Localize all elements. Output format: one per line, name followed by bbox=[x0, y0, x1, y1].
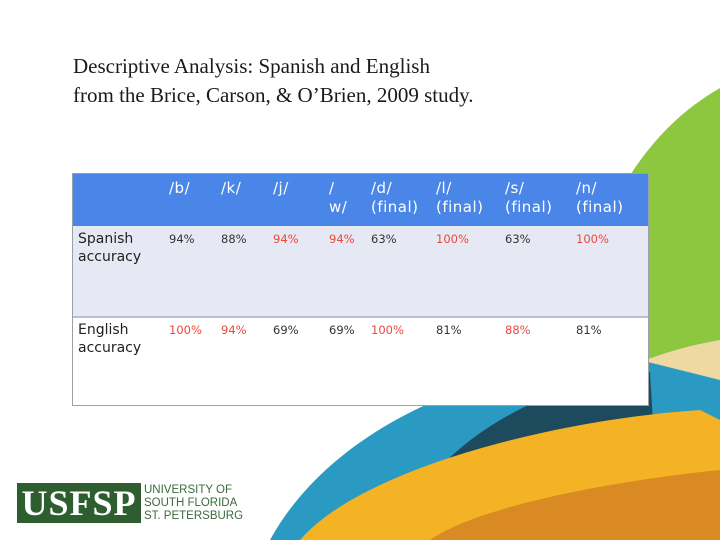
column-header-8: /n/(final) bbox=[576, 179, 624, 217]
row-label-line: Spanish bbox=[78, 231, 134, 247]
logo-line-3: ST. PETERSBURG bbox=[144, 510, 244, 522]
row-label-line: accuracy bbox=[78, 340, 142, 356]
row-label-line: accuracy bbox=[78, 249, 142, 265]
column-header-5: /d/(final) bbox=[371, 179, 419, 217]
column-header-1: /b/ bbox=[169, 179, 190, 198]
table-cell: 94% bbox=[169, 232, 195, 246]
logo-wordmark: UNIVERSITY OF SOUTH FLORIDA ST. PETERSBU… bbox=[144, 484, 243, 523]
column-header-2: /k/ bbox=[221, 179, 241, 198]
column-header-line: / bbox=[329, 179, 335, 197]
column-header-line: (final) bbox=[576, 198, 624, 216]
table-cell: 69% bbox=[273, 323, 299, 337]
table-cell: 69% bbox=[329, 323, 355, 337]
table-row-divider bbox=[73, 316, 648, 318]
column-header-line: (final) bbox=[505, 198, 553, 216]
column-header-line: /k/ bbox=[221, 179, 242, 197]
table-cell: 88% bbox=[505, 323, 531, 337]
column-header-line: /d/ bbox=[371, 179, 393, 197]
column-header-line: (final) bbox=[371, 198, 419, 216]
column-header-6: /l/(final) bbox=[436, 179, 484, 217]
row-label-spanish: Spanish accuracy bbox=[78, 230, 141, 266]
column-header-7: /s/(final) bbox=[505, 179, 553, 217]
logo-line-2: SOUTH FLORIDA bbox=[144, 497, 238, 509]
table-cell: 81% bbox=[436, 323, 462, 337]
row-label-english: English accuracy bbox=[78, 321, 141, 357]
row-label-line: English bbox=[78, 322, 129, 338]
column-header-line: /n/ bbox=[576, 179, 598, 197]
column-header-line: /l/ bbox=[436, 179, 452, 197]
table-cell: 88% bbox=[221, 232, 247, 246]
table-cell: 100% bbox=[576, 232, 609, 246]
column-header-3: /j/ bbox=[273, 179, 289, 198]
column-header-line: /s/ bbox=[505, 179, 525, 197]
column-header-line: /j/ bbox=[273, 179, 289, 197]
table-cell: 94% bbox=[273, 232, 299, 246]
slide-title-line-1: Descriptive Analysis: Spanish and Englis… bbox=[73, 54, 430, 78]
column-header-4: / w/ bbox=[329, 179, 347, 217]
slide-title-line-2: from the Brice, Carson, & O’Brien, 2009 … bbox=[73, 83, 474, 107]
table-cell: 63% bbox=[505, 232, 531, 246]
table-cell: 94% bbox=[221, 323, 247, 337]
column-header-line: /b/ bbox=[169, 179, 191, 197]
table-cell: 100% bbox=[169, 323, 202, 337]
accuracy-table: /b//k//j// w//d/(final)/l/(final)/s/(fina… bbox=[72, 173, 649, 406]
column-header-line: w/ bbox=[329, 198, 348, 216]
column-header-line: (final) bbox=[436, 198, 484, 216]
table-row-band-spanish bbox=[73, 226, 648, 316]
table-cell: 94% bbox=[329, 232, 355, 246]
table-cell: 63% bbox=[371, 232, 397, 246]
table-header-row bbox=[73, 174, 648, 226]
table-cell: 100% bbox=[371, 323, 404, 337]
table-cell: 100% bbox=[436, 232, 469, 246]
swirl-orange-band bbox=[430, 470, 720, 540]
slide-title: Descriptive Analysis: Spanish and Englis… bbox=[73, 52, 633, 110]
logo-mark: USFSP bbox=[17, 483, 141, 523]
table-cell: 81% bbox=[576, 323, 602, 337]
logo-line-1: UNIVERSITY OF bbox=[144, 484, 232, 496]
